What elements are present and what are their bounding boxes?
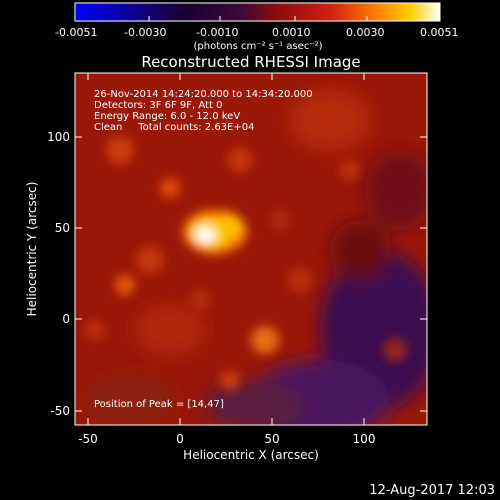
colorbar-unit-label: (photons cm⁻² s⁻¹ asec⁻²) (193, 41, 322, 52)
x-axis-ticks (87, 73, 365, 425)
colorbar-tick-label: -0.0010 (196, 26, 238, 39)
x-tick-label: -50 (78, 432, 98, 446)
colorbar-ticks (74, 16, 441, 21)
x-tick-label: 0 (176, 432, 184, 446)
plot-title: Reconstructed RHESSI Image (141, 53, 360, 71)
colorbar (74, 2, 441, 22)
y-axis-ticks (75, 136, 427, 412)
colorbar-tick-label: -0.0051 (55, 26, 97, 39)
y-tick-label: -50 (50, 404, 70, 418)
detectors-label: Detectors: 3F 6F 9F, Att 0 (94, 100, 222, 111)
footer-timestamp: 12-Aug-2017 12:03 (369, 483, 495, 498)
y-tick-label: 100 (47, 130, 70, 144)
x-axis-label: Heliocentric X (arcsec) (183, 448, 319, 462)
x-tick-label: 100 (353, 432, 376, 446)
colorbar-tick-label: 0.0010 (272, 26, 311, 39)
colorbar-tick-label: 0.0030 (346, 26, 385, 39)
x-tick-label: 50 (264, 432, 279, 446)
solar-image (75, 73, 427, 425)
y-axis-label: Heliocentric Y (arcsec) (25, 182, 39, 317)
plot-frame (74, 72, 428, 426)
y-tick-label: 0 (62, 312, 70, 326)
peak-position-label: Position of Peak = [14,47] (94, 399, 224, 410)
colorbar-tick-label: -0.0030 (124, 26, 166, 39)
colorbar-tick-label: 0.0051 (420, 26, 459, 39)
energy-range-label: Energy Range: 6.0 - 12.0 keV (94, 111, 240, 122)
y-tick-label: 50 (55, 221, 70, 235)
time-range-label: 26-Nov-2014 14:24:20.000 to 14:34:20.000 (94, 89, 313, 100)
clean-counts-label: Clean Total counts: 2.63E+04 (94, 122, 254, 133)
